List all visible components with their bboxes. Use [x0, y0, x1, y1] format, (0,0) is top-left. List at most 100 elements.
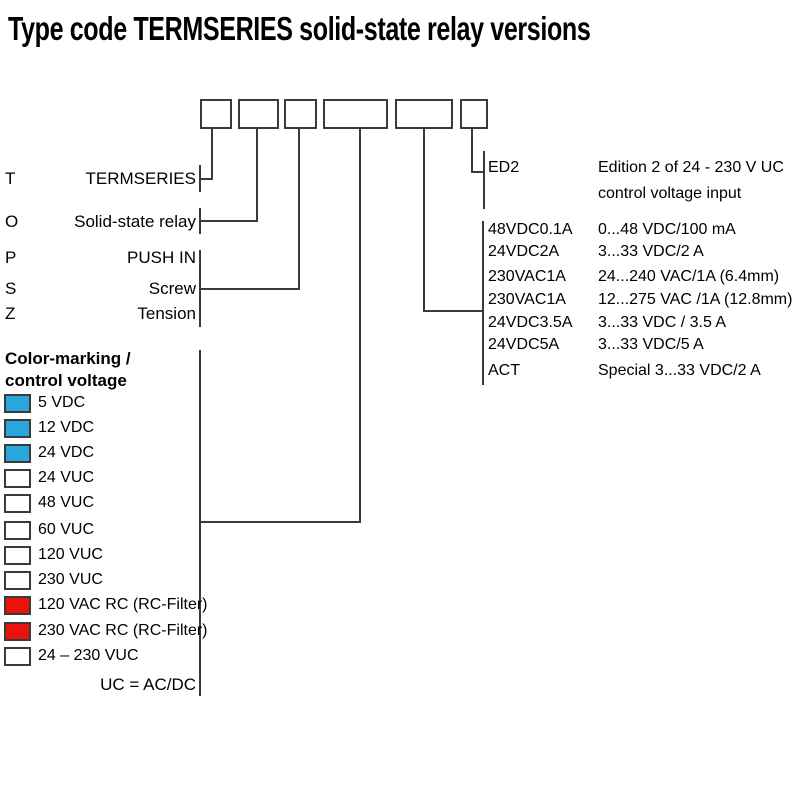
rating-description: 3...33 VDC/2 A	[598, 243, 704, 260]
legend-item: 24 – 230 VUC	[4, 646, 139, 666]
color-swatch-blue	[4, 443, 31, 463]
code-row-relay: O Solid-state relay	[5, 212, 196, 232]
code-label-tension: Tension	[137, 304, 196, 323]
rating-code: 24VDC2A	[488, 243, 560, 260]
connector-box5-horiz	[423, 310, 484, 312]
rating-row: 24VDC2A 3...33 VDC/2 A	[488, 242, 704, 262]
type-code-box-1	[200, 99, 232, 129]
edition-desc-line2: control voltage input	[598, 185, 742, 202]
rating-row: 48VDC0.1A 0...48 VDC/100 mA	[488, 220, 736, 240]
connector-box1-drop	[211, 129, 213, 180]
code-label-relay: Solid-state relay	[74, 212, 196, 231]
legend-label: 24 – 230 VUC	[38, 647, 139, 664]
rating-code: 230VAC1A	[488, 291, 566, 308]
code-label-screw: Screw	[148, 279, 196, 298]
code-row-pushin: P PUSH IN	[5, 248, 196, 268]
rating-description: 3...33 VDC/5 A	[598, 336, 704, 353]
rating-code: 230VAC1A	[488, 268, 566, 285]
edition-description: Edition 2 of 24 - 230 V UC control volta…	[598, 155, 784, 207]
rating-description: 24...240 VAC/1A (6.4mm)	[598, 268, 780, 285]
color-swatch-white	[4, 646, 31, 666]
code-row-screw: S Screw	[5, 279, 196, 299]
rating-row: 24VDC3.5A 3...33 VDC / 3.5 A	[488, 313, 726, 333]
code-letter-o: O	[5, 212, 19, 231]
legend-label: 12 VDC	[38, 419, 95, 436]
code-row-tension: Z Tension	[5, 304, 196, 324]
legend-item: 120 VUC	[4, 545, 103, 565]
legend-label: 24 VUC	[38, 469, 95, 486]
connector-box5-drop	[423, 129, 425, 312]
legend-label: 5 VDC	[38, 394, 86, 411]
color-swatch-red	[4, 595, 31, 615]
color-swatch-white	[4, 493, 31, 513]
connector-box3-drop	[298, 129, 300, 290]
legend-label: 120 VAC RC (RC-Filter)	[38, 596, 208, 613]
color-swatch-white	[4, 570, 31, 590]
connector-ratings-tick	[482, 221, 484, 385]
rating-code: 24VDC5A	[488, 336, 560, 353]
color-swatch-red	[4, 621, 31, 641]
connector-termseries-tick	[199, 165, 201, 192]
code-letter-t: T	[5, 169, 16, 188]
rating-row: 24VDC5A 3...33 VDC/5 A	[488, 335, 704, 355]
type-code-box-2	[238, 99, 279, 129]
legend-label: 120 VUC	[38, 546, 103, 563]
rating-code: ACT	[488, 362, 520, 379]
edition-code: ED2	[488, 159, 520, 176]
code-label-termseries: TERMSERIES	[85, 169, 196, 188]
color-swatch-blue	[4, 393, 31, 413]
connector-edition-tick	[483, 151, 485, 209]
connector-box6-drop	[471, 129, 473, 173]
legend-item: 48 VUC	[4, 493, 94, 513]
legend-item: 24 VDC	[4, 443, 94, 463]
rating-row: 230VAC1A 12...275 VAC /1A (12.8mm)	[488, 290, 792, 310]
legend-label: 48 VUC	[38, 494, 95, 511]
legend-label: 230 VUC	[38, 571, 103, 588]
legend-footnote: UC = AC/DC	[100, 675, 196, 694]
connector-box6-horiz	[471, 171, 485, 173]
rating-description: Special 3...33 VDC/2 A	[598, 362, 761, 379]
code-label-pushin: PUSH IN	[127, 248, 196, 267]
rating-row: ACT Special 3...33 VDC/2 A	[488, 361, 761, 381]
code-letter-s: S	[5, 279, 17, 298]
rating-code: 24VDC3.5A	[488, 314, 573, 331]
color-swatch-blue	[4, 418, 31, 438]
code-letter-p: P	[5, 248, 17, 267]
legend-item: 230 VAC RC (RC-Filter)	[4, 621, 208, 641]
legend-heading-line1: Color-marking /	[5, 349, 131, 368]
connector-box3-horiz	[200, 288, 300, 290]
type-code-box-3	[284, 99, 317, 129]
connector-box2-horiz	[200, 220, 258, 222]
type-code-box-6	[460, 99, 488, 129]
color-swatch-white	[4, 520, 31, 540]
legend-item: 120 VAC RC (RC-Filter)	[4, 595, 208, 615]
legend-item: 230 VUC	[4, 570, 103, 590]
connector-box4-horiz	[200, 521, 361, 523]
connector-clamp-group-tick	[199, 250, 201, 327]
rating-row: 230VAC1A 24...240 VAC/1A (6.4mm)	[488, 267, 779, 287]
type-code-box-4	[323, 99, 388, 129]
legend-item: 60 VUC	[4, 520, 94, 540]
legend-label: 24 VDC	[38, 444, 95, 461]
code-row-termseries: T TERMSERIES	[5, 169, 196, 189]
rating-description: 3...33 VDC / 3.5 A	[598, 314, 727, 331]
legend-item: 24 VUC	[4, 468, 94, 488]
connector-relay-tick	[199, 208, 201, 234]
rating-code: 48VDC0.1A	[488, 221, 573, 238]
connector-box1-horiz	[200, 178, 213, 180]
legend-item: 12 VDC	[4, 418, 94, 438]
legend-label: 60 VUC	[38, 521, 95, 538]
connector-box4-drop	[359, 129, 361, 523]
connector-legend-tick	[199, 350, 201, 696]
legend-heading-line2: control voltage	[5, 371, 127, 390]
type-code-box-5	[395, 99, 453, 129]
edition-desc-line1: Edition 2 of 24 - 230 V UC	[598, 159, 784, 176]
rating-description: 12...275 VAC /1A (12.8mm)	[598, 291, 793, 308]
connector-box2-drop	[256, 129, 258, 222]
color-swatch-white	[4, 468, 31, 488]
legend-item: 5 VDC	[4, 393, 85, 413]
edition-row: ED2 Edition 2 of 24 - 230 V UC control v…	[488, 155, 784, 207]
page-title: Type code TERMSERIES solid-state relay v…	[8, 10, 591, 47]
legend-label: 230 VAC RC (RC-Filter)	[38, 622, 208, 639]
